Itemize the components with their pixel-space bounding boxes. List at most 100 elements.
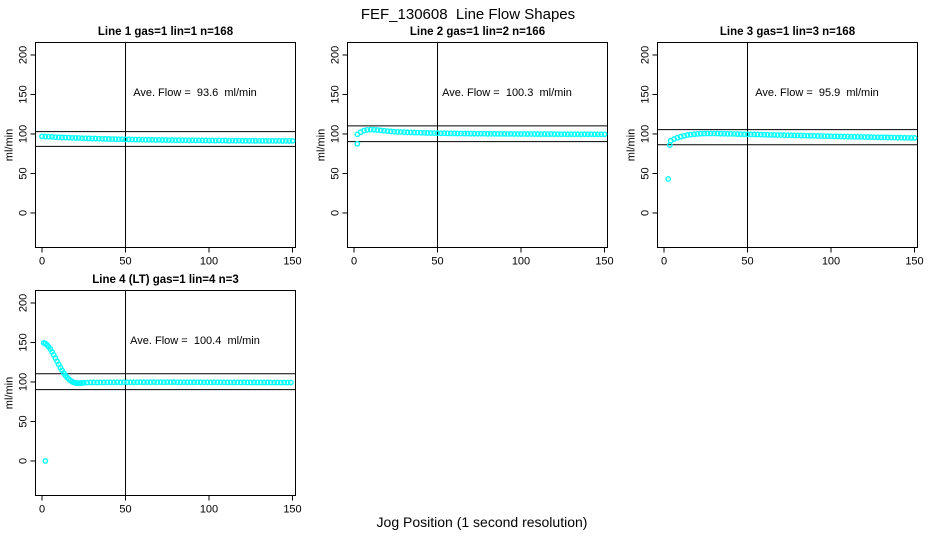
data-point: [95, 135, 102, 142]
data-point: [491, 130, 498, 137]
subplot-line1: 0 50 100 150 0 50 100 150 200 ml/min: [4, 42, 302, 268]
data-point: [259, 137, 266, 144]
data-point: [838, 133, 844, 140]
data-point: [217, 379, 224, 386]
data-point: [171, 379, 177, 386]
data-point: [266, 137, 273, 144]
subplot-line2-annotation: Ave. Flow = 100.3 ml/min: [442, 87, 572, 99]
data-point: [144, 379, 151, 386]
data-point: [387, 128, 394, 135]
data-point: [231, 379, 237, 386]
y-tick-label: 50: [18, 415, 30, 427]
y-tick-label: 50: [330, 167, 342, 179]
data-point: [454, 130, 461, 137]
data-point: [754, 131, 761, 138]
data-point: [125, 136, 132, 143]
data-point: [794, 132, 801, 139]
y-tick-label: 200: [18, 294, 30, 312]
data-point: [42, 133, 49, 140]
data-point: [871, 134, 878, 141]
data-point: [737, 131, 744, 138]
data-point: [747, 131, 754, 138]
data-point: [75, 135, 82, 141]
data-point: [684, 132, 691, 138]
data-point: [176, 137, 182, 144]
subplot-line2: 0 50 100 150 0 50 100 150 200 ml/min: [316, 42, 614, 268]
x-tick-label: 150: [283, 256, 301, 268]
x-tick-label: 150: [905, 256, 923, 268]
x-tick-label: 0: [39, 504, 45, 516]
data-point: [371, 126, 377, 133]
data-point: [514, 131, 521, 137]
data-point: [804, 132, 811, 139]
data-point: [79, 135, 85, 142]
data-point: [568, 131, 574, 138]
y-tick-label: 200: [640, 46, 652, 64]
subplot-line1-annotation: Ave. Flow = 93.6 ml/min: [133, 87, 257, 99]
data-point: [196, 137, 202, 144]
data-point: [808, 132, 814, 139]
data-point: [214, 379, 221, 386]
data-point: [811, 132, 818, 139]
data-point: [129, 136, 136, 143]
data-point: [844, 133, 851, 140]
data-point: [109, 136, 116, 143]
data-point: [87, 379, 94, 386]
data-point: [701, 130, 707, 137]
data-point: [202, 137, 209, 144]
data-point: [707, 130, 714, 137]
data-point: [874, 134, 881, 141]
data-point: [192, 137, 199, 144]
data-point: [174, 379, 181, 386]
x-axis-outer-label: Jog Position (1 second resolution): [376, 514, 588, 530]
data-point: [534, 131, 541, 137]
data-point: [474, 130, 481, 137]
data-point: [242, 137, 249, 144]
data-point: [105, 136, 112, 142]
data-point: [544, 131, 551, 138]
y-tick-label: 100: [18, 373, 30, 391]
data-point: [878, 134, 884, 141]
data-point: [142, 136, 149, 143]
data-point: [187, 379, 194, 386]
main-title: FEF_130608 Line Flow Shapes: [360, 6, 576, 23]
data-point: [139, 136, 146, 143]
data-point: [59, 134, 65, 141]
data-point: [677, 133, 684, 140]
data-point: [191, 379, 197, 386]
data-point: [252, 137, 259, 144]
x-tick-label: 150: [595, 256, 613, 268]
data-point: [848, 133, 854, 140]
data-point: [167, 379, 174, 386]
data-point: [239, 137, 246, 144]
data-point: [186, 137, 192, 144]
data-point: [267, 379, 274, 386]
data-point: [727, 131, 734, 137]
data-point: [49, 133, 55, 140]
y-axis-label: ml/min: [316, 129, 328, 161]
data-point: [481, 130, 488, 137]
data-point: [156, 137, 162, 143]
data-point: [145, 136, 152, 143]
data-point: [127, 379, 134, 386]
data-point: [257, 379, 264, 386]
data-point: [594, 131, 601, 138]
y-tick-label: 0: [640, 210, 652, 216]
data-point: [858, 134, 864, 140]
plot-box: [347, 42, 608, 248]
data-point: [161, 379, 167, 386]
x-tick-label: 100: [200, 256, 218, 268]
data-point: [226, 137, 232, 144]
data-point: [421, 129, 428, 136]
data-point: [891, 134, 898, 141]
data-point: [548, 131, 554, 137]
data-point: [85, 135, 92, 142]
data-point: [767, 131, 774, 138]
data-point: [414, 129, 421, 136]
data-point: [119, 136, 126, 143]
data-point: [289, 137, 296, 144]
data-point: [884, 134, 891, 141]
data-point: [269, 137, 276, 144]
x-tick-label: 50: [741, 256, 753, 268]
data-point: [461, 130, 468, 137]
